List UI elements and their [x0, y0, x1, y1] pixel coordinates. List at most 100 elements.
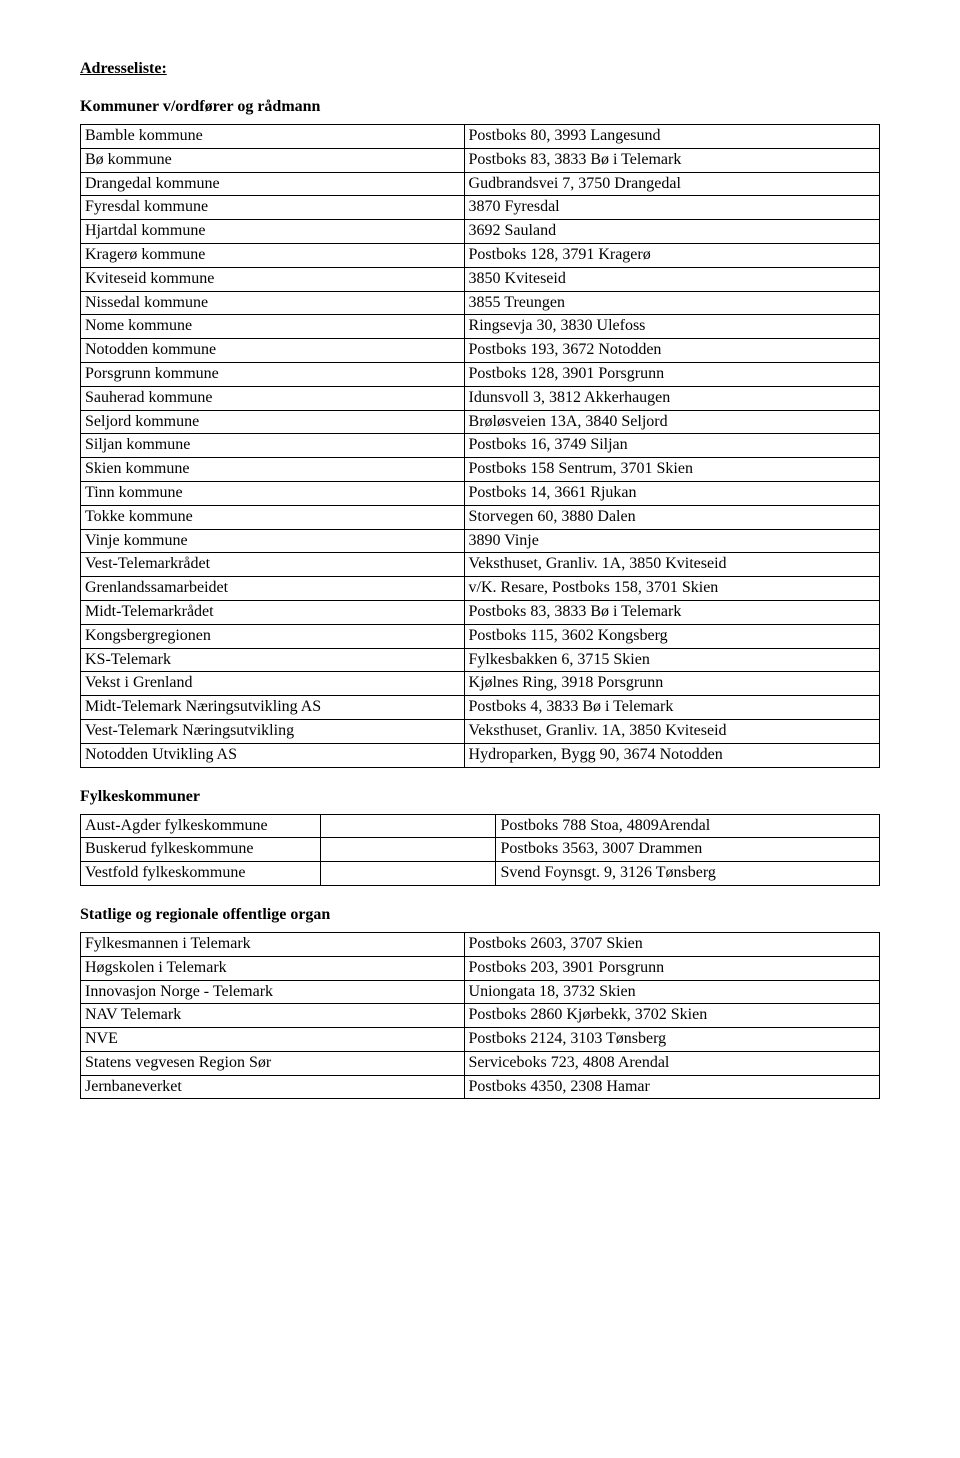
table-row: Buskerud fylkeskommune Postboks 3563, 300…: [81, 838, 880, 862]
table-row: Aust-Agder fylkeskommune Postboks 788 Sto…: [81, 814, 880, 838]
cell-address: Veksthuset, Granliv. 1A, 3850 Kviteseid: [464, 719, 879, 743]
cell-empty: [320, 838, 496, 862]
cell-name: Drangedal kommune: [81, 172, 465, 196]
cell-address: Postboks 80, 3993 Langesund: [464, 125, 879, 149]
cell-address: Postboks 14, 3661 Rjukan: [464, 481, 879, 505]
table-row: Statens vegvesen Region SørServiceboks 7…: [81, 1051, 880, 1075]
table-row: Vekst i GrenlandKjølnes Ring, 3918 Porsg…: [81, 672, 880, 696]
table-row: NVEPostboks 2124, 3103 Tønsberg: [81, 1028, 880, 1052]
cell-address: Kjølnes Ring, 3918 Porsgrunn: [464, 672, 879, 696]
cell-address: Postboks 788 Stoa, 4809Arendal: [496, 814, 880, 838]
cell-name: NAV Telemark: [81, 1004, 465, 1028]
cell-address: Hydroparken, Bygg 90, 3674 Notodden: [464, 743, 879, 767]
cell-address: Postboks 128, 3791 Kragerø: [464, 243, 879, 267]
cell-empty: [320, 862, 496, 886]
table-row: Nome kommuneRingsevja 30, 3830 Ulefoss: [81, 315, 880, 339]
table-row: Notodden kommunePostboks 193, 3672 Notod…: [81, 339, 880, 363]
cell-name: Midt-Telemarkrådet: [81, 600, 465, 624]
section-heading-1: Kommuner v/ordfører og rådmann: [80, 98, 880, 116]
cell-address: Postboks 16, 3749 Siljan: [464, 434, 879, 458]
table-row: Kviteseid kommune3850 Kviteseid: [81, 267, 880, 291]
cell-name: Kongsbergregionen: [81, 624, 465, 648]
table-row: Vest-TelemarkrådetVeksthuset, Granliv. 1…: [81, 553, 880, 577]
table-row: Innovasjon Norge - TelemarkUniongata 18,…: [81, 980, 880, 1004]
table-row: Nissedal kommune3855 Treungen: [81, 291, 880, 315]
cell-name: Notodden kommune: [81, 339, 465, 363]
cell-name: Høgskolen i Telemark: [81, 956, 465, 980]
cell-address: Brøløsveien 13A, 3840 Seljord: [464, 410, 879, 434]
cell-name: Bamble kommune: [81, 125, 465, 149]
table-row: Bø kommunePostboks 83, 3833 Bø i Telemar…: [81, 148, 880, 172]
kommuner-table: Bamble kommunePostboks 80, 3993 Langesun…: [80, 124, 880, 768]
table-row: Midt-Telemark Næringsutvikling ASPostbok…: [81, 696, 880, 720]
table-row: Høgskolen i TelemarkPostboks 203, 3901 P…: [81, 956, 880, 980]
cell-empty: [320, 814, 496, 838]
cell-name: Nome kommune: [81, 315, 465, 339]
cell-address: Storvegen 60, 3880 Dalen: [464, 505, 879, 529]
cell-name: Aust-Agder fylkeskommune: [81, 814, 321, 838]
table-row: Siljan kommunePostboks 16, 3749 Siljan: [81, 434, 880, 458]
table-row: Seljord kommuneBrøløsveien 13A, 3840 Sel…: [81, 410, 880, 434]
table-row: Tinn kommunePostboks 14, 3661 Rjukan: [81, 481, 880, 505]
cell-name: Bø kommune: [81, 148, 465, 172]
fylkeskommuner-table: Aust-Agder fylkeskommune Postboks 788 Sto…: [80, 814, 880, 886]
cell-name: Sauherad kommune: [81, 386, 465, 410]
cell-address: Serviceboks 723, 4808 Arendal: [464, 1051, 879, 1075]
table-row: Midt-TelemarkrådetPostboks 83, 3833 Bø i…: [81, 600, 880, 624]
cell-address: Uniongata 18, 3732 Skien: [464, 980, 879, 1004]
table-row: KongsbergregionenPostboks 115, 3602 Kong…: [81, 624, 880, 648]
table-row: Skien kommunePostboks 158 Sentrum, 3701 …: [81, 458, 880, 482]
table-row: JernbaneverketPostboks 4350, 2308 Hamar: [81, 1075, 880, 1099]
cell-name: Fyresdal kommune: [81, 196, 465, 220]
table-row: Notodden Utvikling ASHydroparken, Bygg 9…: [81, 743, 880, 767]
cell-address: Svend Foynsgt. 9, 3126 Tønsberg: [496, 862, 880, 886]
table-row: Sauherad kommuneIdunsvoll 3, 3812 Akkerh…: [81, 386, 880, 410]
cell-address: Fylkesbakken 6, 3715 Skien: [464, 648, 879, 672]
cell-address: 3855 Treungen: [464, 291, 879, 315]
cell-address: Postboks 128, 3901 Porsgrunn: [464, 362, 879, 386]
cell-name: Hjartdal kommune: [81, 220, 465, 244]
cell-address: Postboks 193, 3672 Notodden: [464, 339, 879, 363]
cell-name: Statens vegvesen Region Sør: [81, 1051, 465, 1075]
table-row: Hjartdal kommune3692 Sauland: [81, 220, 880, 244]
cell-name: Vest-Telemarkrådet: [81, 553, 465, 577]
cell-name: Midt-Telemark Næringsutvikling AS: [81, 696, 465, 720]
table-row: KS-TelemarkFylkesbakken 6, 3715 Skien: [81, 648, 880, 672]
cell-address: Postboks 203, 3901 Porsgrunn: [464, 956, 879, 980]
cell-address: Idunsvoll 3, 3812 Akkerhaugen: [464, 386, 879, 410]
cell-address: Ringsevja 30, 3830 Ulefoss: [464, 315, 879, 339]
table-row: Tokke kommuneStorvegen 60, 3880 Dalen: [81, 505, 880, 529]
table-row: Grenlandssamarbeidetv/K. Resare, Postbok…: [81, 577, 880, 601]
cell-address: Postboks 2860 Kjørbekk, 3702 Skien: [464, 1004, 879, 1028]
cell-address: 3870 Fyresdal: [464, 196, 879, 220]
cell-address: Postboks 4350, 2308 Hamar: [464, 1075, 879, 1099]
cell-address: Postboks 2124, 3103 Tønsberg: [464, 1028, 879, 1052]
section-heading-2: Fylkeskommuner: [80, 788, 880, 806]
cell-address: 3890 Vinje: [464, 529, 879, 553]
cell-name: Tinn kommune: [81, 481, 465, 505]
cell-name: Fylkesmannen i Telemark: [81, 932, 465, 956]
cell-name: Vekst i Grenland: [81, 672, 465, 696]
cell-address: Postboks 2603, 3707 Skien: [464, 932, 879, 956]
cell-name: Skien kommune: [81, 458, 465, 482]
table-row: Porsgrunn kommunePostboks 128, 3901 Pors…: [81, 362, 880, 386]
table-row: Drangedal kommuneGudbrandsvei 7, 3750 Dr…: [81, 172, 880, 196]
cell-address: v/K. Resare, Postboks 158, 3701 Skien: [464, 577, 879, 601]
cell-name: Vinje kommune: [81, 529, 465, 553]
main-heading: Adresseliste:: [80, 60, 880, 78]
cell-name: Tokke kommune: [81, 505, 465, 529]
table-row: Fylkesmannen i TelemarkPostboks 2603, 37…: [81, 932, 880, 956]
table-row: Vest-Telemark NæringsutviklingVeksthuset…: [81, 719, 880, 743]
cell-name: Notodden Utvikling AS: [81, 743, 465, 767]
table-row: Bamble kommunePostboks 80, 3993 Langesun…: [81, 125, 880, 149]
cell-address: Postboks 115, 3602 Kongsberg: [464, 624, 879, 648]
table-row: NAV TelemarkPostboks 2860 Kjørbekk, 3702…: [81, 1004, 880, 1028]
cell-name: NVE: [81, 1028, 465, 1052]
table-row: Vestfold fylkeskommuneSvend Foynsgt. 9, …: [81, 862, 880, 886]
cell-name: Kviteseid kommune: [81, 267, 465, 291]
cell-name: Siljan kommune: [81, 434, 465, 458]
cell-address: Veksthuset, Granliv. 1A, 3850 Kviteseid: [464, 553, 879, 577]
cell-name: Buskerud fylkeskommune: [81, 838, 321, 862]
cell-address: Postboks 83, 3833 Bø i Telemark: [464, 600, 879, 624]
cell-address: Postboks 3563, 3007 Drammen: [496, 838, 880, 862]
